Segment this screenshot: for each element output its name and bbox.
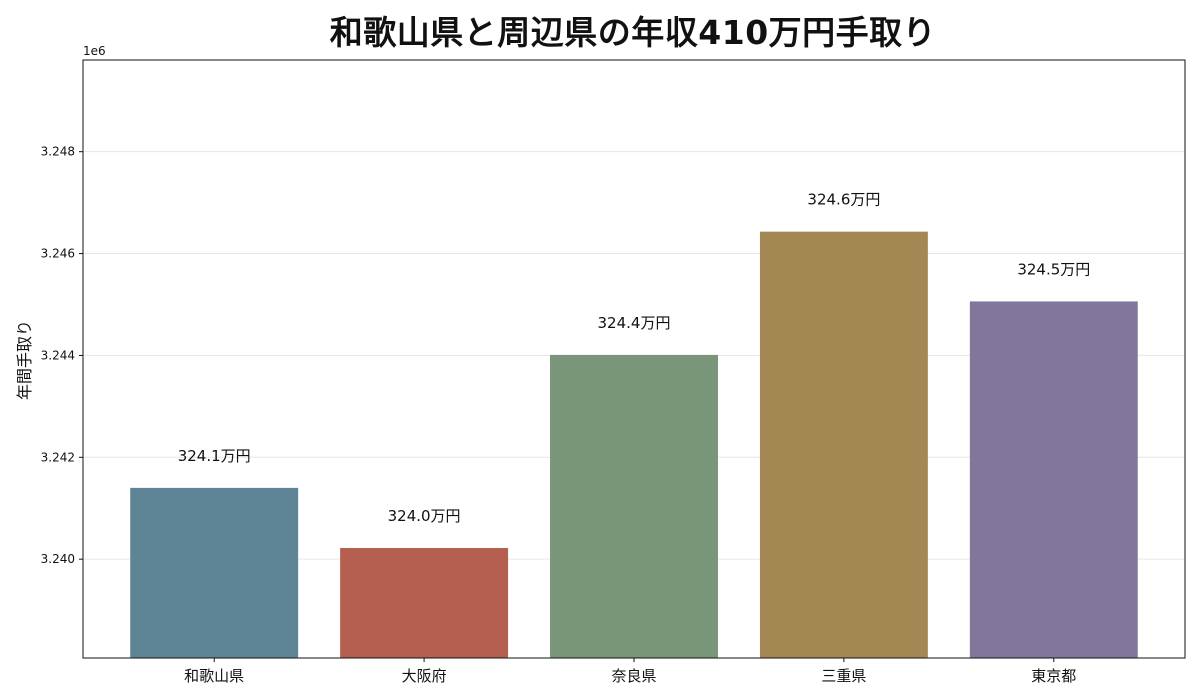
x-tick-label: 和歌山県	[184, 667, 244, 685]
bar-4	[969, 301, 1138, 658]
y-tick-label: 3.248	[41, 145, 75, 159]
y-tick-label: 3.244	[41, 348, 75, 362]
x-tick-label: 東京都	[1031, 667, 1076, 685]
bar-0	[130, 487, 299, 658]
data-label: 324.5万円	[1017, 260, 1090, 278]
y-axis-offset-label: 1e6	[83, 44, 106, 58]
x-tick-label: 三重県	[821, 667, 866, 685]
y-tick-label: 3.240	[41, 552, 75, 566]
bars: 324.1万円 324.0万円 324.4万円 324.6万円 324.5万円	[130, 191, 1138, 658]
data-label: 324.1万円	[178, 447, 251, 465]
bar-1	[340, 547, 509, 658]
data-label: 324.6万円	[807, 191, 880, 209]
x-tick-label: 奈良県	[611, 667, 656, 685]
bar-2	[550, 354, 718, 658]
axis-ticks: 3.240 3.242 3.244 3.246 3.248 和歌山県 大阪府 奈良県 三重県 東京…	[41, 145, 1077, 685]
data-label: 324.0万円	[388, 507, 461, 525]
data-label: 324.4万円	[598, 314, 671, 332]
x-tick-label: 大阪府	[402, 667, 447, 685]
y-tick-label: 3.246	[41, 247, 75, 261]
bar-3	[759, 231, 928, 658]
chart-title: 和歌山県と周辺県の年収410万円手取り	[329, 13, 937, 52]
y-tick-label: 3.242	[41, 450, 75, 464]
